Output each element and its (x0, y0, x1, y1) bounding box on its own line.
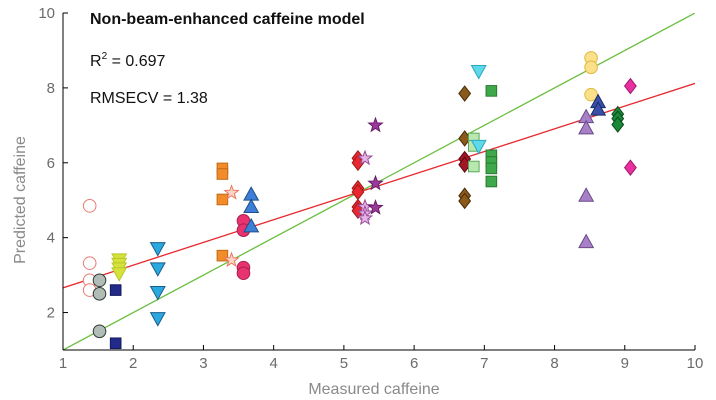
data-point-0-0 (82, 199, 97, 213)
data-point-4-3 (149, 312, 166, 327)
x-tick-label: 7 (480, 355, 488, 372)
y-tick-label: 8 (47, 80, 55, 97)
data-point-21-1 (623, 159, 637, 176)
data-point-12-3 (458, 192, 472, 210)
y-tick-label: 4 (47, 230, 55, 247)
data-point-3-0 (109, 284, 122, 296)
data-point-4-2 (149, 285, 166, 301)
x-tick-label: 8 (550, 355, 558, 372)
data-point-5-3 (216, 249, 229, 262)
data-point-14-2 (468, 160, 480, 173)
data-point-19-1 (590, 101, 607, 116)
x-tick-label: 5 (340, 355, 348, 372)
y-tick-label: 6 (47, 155, 55, 172)
data-point-4-1 (149, 262, 166, 277)
data-point-16-3 (485, 162, 498, 175)
data-point-1-0 (92, 273, 107, 288)
data-point-18-2 (584, 87, 598, 102)
x-tick-label: 1 (59, 355, 67, 372)
x-tick-label: 3 (199, 355, 207, 372)
data-point-6-1 (223, 251, 240, 268)
data-point-7-3 (236, 266, 251, 281)
data-point-8-1 (243, 198, 260, 213)
x-tick-label: 10 (687, 355, 704, 372)
axes: 1 2 3 4 5 6 7 8 9 10 2 4 6 8 10 (38, 5, 703, 372)
model-title: Non-beam-enhanced caffeine model (90, 11, 365, 28)
data-point-11-0 (367, 116, 384, 133)
y-tick-label: 2 (47, 305, 55, 322)
data-point-17-2 (578, 187, 595, 202)
data-point-11-1 (367, 174, 384, 191)
data-point-17-1 (578, 119, 595, 135)
x-tick-label: 4 (269, 355, 277, 372)
x-tick-label: 2 (129, 355, 137, 372)
y-axis-title: Predicted caffeine (12, 136, 29, 264)
data-point-20-2 (611, 116, 625, 133)
data-point-12-0 (458, 85, 472, 102)
data-point-18-1 (584, 60, 598, 75)
data-point-5-2 (216, 193, 229, 206)
data-point-21-0 (623, 77, 637, 95)
data-point-2-3 (111, 267, 128, 282)
data-point-15-1 (470, 139, 487, 155)
data-point-5-1 (216, 168, 229, 180)
x-tick-label: 6 (410, 355, 418, 372)
y-tick-label: 10 (38, 5, 55, 22)
data-point-15-0 (470, 65, 487, 80)
rmsecv-label: RMSECV = 1.38 (90, 90, 208, 107)
data-point-1-1 (92, 287, 107, 301)
data-point-0-1 (82, 256, 97, 270)
r-squared-label: R2 = 0.697 (90, 51, 166, 70)
data-point-11-2 (367, 199, 384, 215)
data-point-8-2 (243, 217, 260, 233)
data-point-16-0 (485, 85, 498, 97)
x-axis-title: Measured caffeine (308, 381, 439, 398)
data-point-1-2 (92, 324, 107, 339)
data-points (82, 51, 637, 350)
data-point-17-3 (578, 233, 595, 249)
data-point-10-0 (356, 149, 374, 166)
data-point-16-4 (485, 175, 498, 188)
x-tick-label: 9 (621, 355, 629, 372)
data-point-10-3 (356, 209, 374, 226)
data-point-8-0 (243, 186, 260, 201)
data-point-6-0 (223, 184, 240, 200)
data-point-4-0 (149, 242, 166, 257)
data-point-3-1 (109, 337, 122, 350)
